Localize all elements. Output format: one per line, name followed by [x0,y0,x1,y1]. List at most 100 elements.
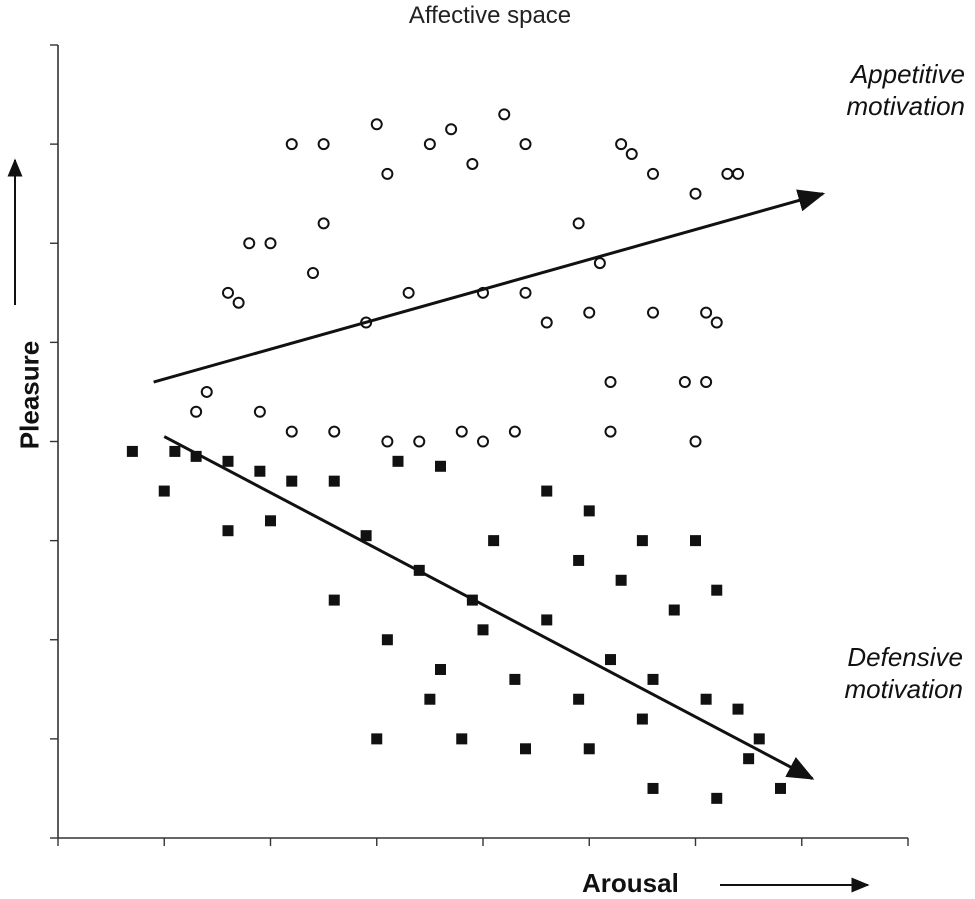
defensive-point [158,485,170,497]
appetitive-point [243,237,256,250]
appetitive-point [307,266,319,279]
defensive-point [126,445,138,457]
appetitive-annotation: Appetitive motivation [847,58,966,122]
defensive-point [573,554,585,566]
defensive-annotation-line-1: Defensive [847,642,963,672]
defensive-point [190,450,202,462]
defensive-point [286,475,298,487]
appetitive-point [710,316,723,329]
defensive-point [435,663,446,675]
appetitive-point [519,286,532,299]
defensive-point [690,535,701,547]
appetitive-point [519,138,532,151]
defensive-annotation-line-2: motivation [844,674,964,704]
trend-arrows [153,189,826,780]
appetitive-point [423,138,436,151]
appetitive-point [678,376,691,389]
defensive-point [647,782,659,794]
defensive-point [753,733,765,745]
appetitive-point [413,435,426,448]
defensive-point [732,703,744,715]
defensive-point [222,455,234,467]
appetitive-point [190,405,203,418]
appetitive-point [540,316,553,329]
appetitive-point [253,405,266,418]
appetitive-point [317,138,330,151]
defensive-point [605,654,616,666]
appetitive-point [647,306,659,319]
appetitive-point [222,286,234,299]
defensive-point [583,505,595,517]
data-points [126,108,786,804]
defensive-point [743,753,755,765]
appetitive-point [647,167,659,180]
chart-title: Affective space [408,2,572,29]
defensive-point [435,460,446,472]
defensive-point [668,604,680,616]
defensive-point [392,455,404,467]
appetitive-point [615,138,628,151]
defensive-point [488,535,500,547]
defensive-point [636,535,648,547]
appetitive-point [689,187,702,200]
appetitive-point [402,286,415,299]
defensive-point [477,624,489,636]
appetitive-point [700,306,713,319]
appetitive-point [455,425,468,438]
appetitive-point [604,425,617,438]
defensive-point [541,614,553,626]
appetitive-point [732,167,744,180]
appetitive-point [721,167,734,180]
appetitive-point [508,425,521,438]
defensive-point [265,515,276,527]
defensive-point [360,530,372,542]
appetitive-point [264,237,277,250]
defensive-point [583,743,595,755]
defensive-point [381,634,393,646]
appetitive-point [381,167,394,180]
y-axis-label: Pleasure [14,340,45,450]
appetitive-point [381,435,394,448]
defensive-annotation: Defensive motivation [845,641,964,705]
appetitive-point [477,435,489,448]
defensive-point [222,525,234,537]
defensive-point [775,782,786,794]
appetitive-trend-arrow [153,189,826,384]
appetitive-point [604,376,617,389]
defensive-point [711,584,723,596]
appetitive-point [572,217,585,230]
defensive-point [371,733,383,745]
defensive-point [615,574,627,586]
defensive-point [254,465,266,477]
defensive-point [328,594,340,606]
defensive-point [711,792,723,804]
x-axis-label: Arousal [582,868,679,898]
appetitive-point [466,157,479,170]
appetitive-annotation-line-2: motivation [846,91,966,121]
appetitive-point [593,257,606,270]
appetitive-point [232,296,245,309]
defensive-point [647,673,659,685]
appetitive-point [328,425,341,438]
appetitive-point [700,376,713,389]
defensive-trend-arrow [163,435,815,780]
appetitive-point [625,148,638,161]
defensive-point [636,713,648,725]
defensive-point [424,693,436,705]
defensive-point [328,475,340,487]
appetitive-point [689,435,702,448]
appetitive-point [498,108,511,121]
defensive-point [700,693,712,705]
appetitive-point [583,306,596,319]
axis-ticks [50,44,909,846]
defensive-point [573,693,585,705]
appetitive-point [200,385,213,398]
defensive-point [520,743,531,755]
defensive-point [509,673,521,685]
defensive-point [456,733,468,745]
defensive-point [541,485,553,497]
appetitive-point [370,118,383,131]
appetitive-point [285,138,298,151]
appetitive-point [445,123,458,136]
